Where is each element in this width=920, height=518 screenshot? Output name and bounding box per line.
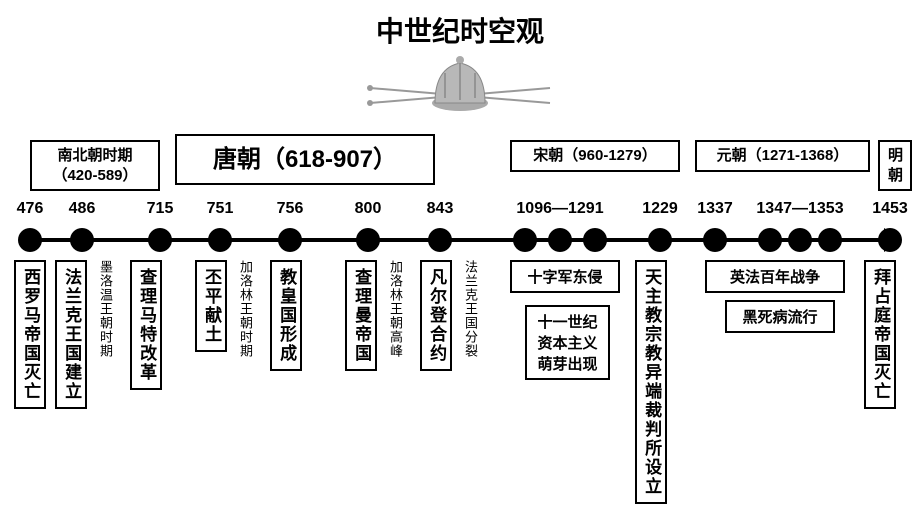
timeline-dot (703, 228, 727, 252)
dynasty-box: 唐朝（618-907） (175, 134, 435, 185)
event-note: 墨洛温王朝时期 (96, 260, 115, 358)
dynasty-row: 南北朝时期 （420-589） 唐朝（618-907） 宋朝（960-1279） 元朝… (0, 130, 920, 190)
event-box: 法兰克王国建立 (55, 260, 87, 409)
timeline-dot (548, 228, 572, 252)
event-note: 法兰克王国分裂 (461, 260, 480, 358)
timeline-dot (758, 228, 782, 252)
dynasty-box: 宋朝（960-1279） (510, 140, 680, 172)
page-title: 中世纪时空观 (376, 10, 544, 50)
dynasty-box: 元朝（1271-1368） (695, 140, 870, 172)
event-row: 西罗马帝国灭亡法兰克王国建立墨洛温王朝时期查理马特改革 丕平献土加洛林王朝时期教皇… (0, 260, 920, 510)
event-note: 加洛林王朝高峰 (386, 260, 405, 358)
timeline-dot (70, 228, 94, 252)
event-box: 凡尔登合约 (420, 260, 452, 371)
event-note: 加洛林王朝时期 (236, 260, 255, 358)
year-row: 476 486 715 751 756 800 843 1096—1291 1229 1337 13… (0, 200, 920, 220)
dynasty-box: 南北朝时期 （420-589） (30, 140, 160, 191)
timeline-dot (818, 228, 842, 252)
timeline-axis (20, 232, 900, 248)
event-box: 黑死病流行 (725, 300, 835, 333)
timeline-dot (356, 228, 380, 252)
year-label: 476 (17, 200, 44, 218)
year-label: 843 (427, 200, 454, 218)
year-label: 486 (69, 200, 96, 218)
year-label: 1337 (697, 200, 733, 218)
event-box: 拜占庭帝国灭亡 (864, 260, 896, 409)
year-label: 800 (355, 200, 382, 218)
year-label: 1096—1291 (516, 200, 603, 218)
event-box: 西罗马帝国灭亡 (14, 260, 46, 409)
timeline-dot (788, 228, 812, 252)
event-box: 十一世纪 资本主义 萌芽出现 (525, 305, 610, 380)
event-box: 十字军东侵 (510, 260, 620, 293)
timeline-dot (878, 228, 902, 252)
year-label: 756 (277, 200, 304, 218)
timeline-dot (648, 228, 672, 252)
timeline-dot (583, 228, 607, 252)
event-box: 英法百年战争 (705, 260, 845, 293)
year-label: 1229 (642, 200, 678, 218)
timeline-dot (513, 228, 537, 252)
timeline-dot (148, 228, 172, 252)
year-label: 715 (147, 200, 174, 218)
year-label: 1453 (872, 200, 908, 218)
timeline-dot (278, 228, 302, 252)
dynasty-box: 明 朝 (878, 140, 912, 191)
timeline-dot (428, 228, 452, 252)
timeline-dot (208, 228, 232, 252)
crown-swords-icon (360, 48, 560, 118)
event-box: 查理曼帝国 (345, 260, 377, 371)
event-box: 天主教宗教异端裁判所设立 (635, 260, 667, 504)
year-label: 1347—1353 (756, 200, 843, 218)
event-box: 查理马特改革 (130, 260, 162, 390)
event-box: 教皇国形成 (270, 260, 302, 371)
year-label: 751 (207, 200, 234, 218)
timeline-dot (18, 228, 42, 252)
event-box: 丕平献土 (195, 260, 227, 352)
